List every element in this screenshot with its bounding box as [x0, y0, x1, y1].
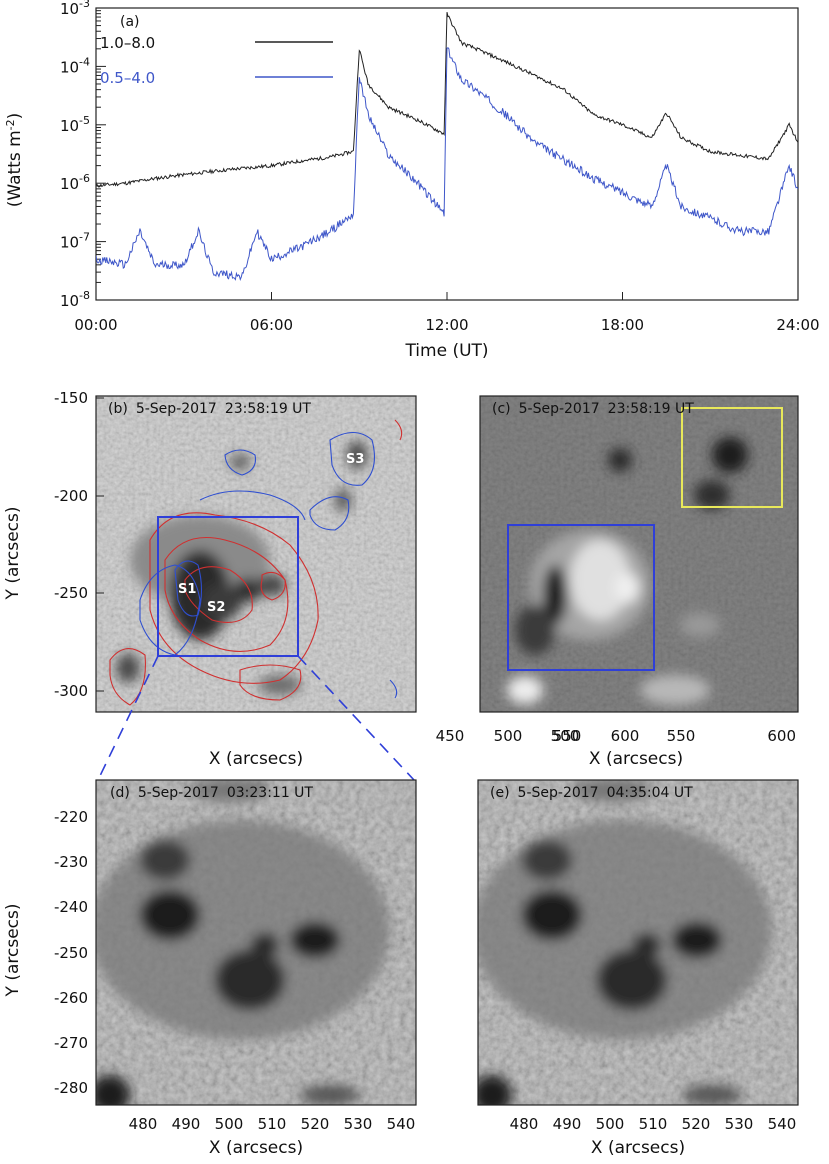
panel-e-xtick: 540 — [768, 1115, 797, 1133]
panel-c-blue-box — [507, 524, 655, 671]
panel-c-xtick: 500 — [551, 727, 580, 745]
spot-label-s2: S2 — [207, 600, 225, 615]
panel-d-image — [96, 780, 416, 1105]
panel-b-xlabel: X (arcsecs) — [209, 749, 303, 769]
panel-b-ytick: -250 — [54, 584, 88, 602]
panel-d-frame — [95, 779, 417, 1106]
panel-c-label: (c) 5-Sep-2017 23:58:19 UT — [492, 401, 694, 417]
panel-e-sunspots — [478, 780, 772, 1105]
panel-e-xtick: 530 — [725, 1115, 754, 1133]
panel-a-label: (a) — [120, 14, 140, 30]
panel-c-frame — [479, 395, 799, 713]
legend-label-0-5: 0.5–4.0 — [100, 69, 155, 87]
panel-b-tickmarks — [96, 397, 104, 692]
zoom-connector-right — [297, 655, 415, 781]
panel-d-xtick: 510 — [258, 1115, 287, 1133]
panel-b-yticks: -150 -200 -250 -300 — [54, 389, 88, 700]
series-line-1-8 — [96, 11, 798, 188]
panel-c-magnetogram-features — [507, 437, 748, 705]
panel-b-xticks: 450 500 550 600 — [436, 727, 640, 745]
panel-e-image — [478, 780, 798, 1105]
panel-c-xticks: 500 550 600 — [551, 727, 796, 745]
spot-label-s1: S1 — [178, 582, 196, 597]
panel-d-ytick: -220 — [54, 808, 88, 826]
panel-e-xlabel: X (arcsecs) — [591, 1138, 685, 1158]
panel-d-xticks: 480 490 500 510 520 530 540 — [129, 1115, 416, 1133]
panel-e-xtick: 510 — [639, 1115, 668, 1133]
panel-d-xtick: 540 — [387, 1115, 416, 1133]
panel-a-xtick: 00:00 — [74, 316, 117, 334]
panel-b-contours — [109, 419, 403, 706]
panel-d-ylabel: Y (arcsecs) — [3, 904, 23, 998]
panel-a-ylabel: (Watts m-2) — [4, 113, 25, 208]
panel-d-ytick: -270 — [54, 1034, 88, 1052]
panel-d-ytick: -260 — [54, 989, 88, 1007]
zoom-connector-left — [97, 655, 159, 781]
panel-a-xlabel: Time (UT) — [404, 341, 488, 361]
panel-a-xtick: 12:00 — [425, 316, 468, 334]
panel-e-xtick: 500 — [596, 1115, 625, 1133]
panel-d-ytick: -240 — [54, 898, 88, 916]
panel-a-ytick: 10-6 — [60, 172, 90, 193]
panel-b-image: S1 S2 S3 — [96, 396, 416, 712]
spot-label-s3: S3 — [346, 452, 364, 467]
panel-a-series — [96, 11, 798, 281]
panel-b-frame — [95, 395, 417, 713]
panel-a-ytick: 10-3 — [60, 0, 90, 18]
series-line-0-5 — [96, 47, 798, 281]
panel-d-ytick: -230 — [54, 853, 88, 871]
panel-d-xtick: 530 — [344, 1115, 373, 1133]
panel-d: (d) 5-Sep-2017 03:23:11 UT -220 -230 -240 … — [3, 779, 417, 1158]
panel-c-yellow-box — [681, 407, 783, 508]
panel-a-ytick: 10-7 — [60, 231, 90, 252]
panel-c-xtick: 600 — [767, 727, 796, 745]
panel-a-xtick: 18:00 — [601, 316, 644, 334]
panel-d-ytick: -250 — [54, 944, 88, 962]
panel-c-xlabel: X (arcsecs) — [589, 749, 683, 769]
panel-d-yticks: -220 -230 -240 -250 -260 -270 -280 — [54, 808, 88, 1097]
panel-d-label: (d) 5-Sep-2017 03:23:11 UT — [110, 785, 313, 801]
panel-e-xtick: 490 — [553, 1115, 582, 1133]
panel-c: (c) 5-Sep-2017 23:58:19 UT 500 550 600 X (… — [479, 395, 799, 769]
panel-d-xtick: 500 — [215, 1115, 244, 1133]
panel-b-xtick: 550 — [553, 727, 582, 745]
legend-label-1-8: 1.0–8.0 — [100, 34, 155, 52]
panel-d-xtick: 480 — [129, 1115, 158, 1133]
panel-a-axis-ticks: 00:00 06:00 12:00 18:00 24:00 10-3 10-4 10-5 10-… — [60, 0, 820, 334]
panel-b-ytick: -200 — [54, 487, 88, 505]
panel-e-xtick: 520 — [682, 1115, 711, 1133]
panel-b-label: (b) 5-Sep-2017 23:58:19 UT — [108, 401, 311, 417]
panel-a-ytick: 10-8 — [60, 289, 90, 310]
panel-e-frame — [477, 779, 799, 1106]
panel-b-xtick: 500 — [494, 727, 523, 745]
panel-d-sunspots — [96, 780, 390, 1105]
panel-b-ytick: -150 — [54, 389, 88, 407]
panel-d-xlabel: X (arcsecs) — [209, 1138, 303, 1158]
panel-e-label: (e) 5-Sep-2017 04:35:04 UT — [490, 785, 693, 801]
panel-b-xtick: 450 — [436, 727, 465, 745]
panel-b-zoom-box — [157, 516, 299, 657]
panel-b-ylabel: Y (arcsecs) — [3, 507, 23, 601]
panel-b-ytick: -300 — [54, 682, 88, 700]
panel-e-xticks: 480 490 500 510 520 530 540 — [510, 1115, 797, 1133]
panel-e-xtick: 480 — [510, 1115, 539, 1133]
panel-a-ytick: 10-4 — [60, 55, 90, 76]
panel-d-xtick: 490 — [172, 1115, 201, 1133]
panel-a-xtick: 24:00 — [776, 316, 819, 334]
panel-a: 00:00 06:00 12:00 18:00 24:00 10-3 10-4 10-5 10-… — [4, 0, 820, 361]
panel-d-xtick: 520 — [301, 1115, 330, 1133]
panel-b-xtick: 600 — [611, 727, 640, 745]
panel-e: (e) 5-Sep-2017 04:35:04 UT 480 490 500 510… — [477, 779, 799, 1158]
panel-a-xtick: 06:00 — [250, 316, 293, 334]
panel-c-xtick: 550 — [667, 727, 696, 745]
panel-d-ytick: -280 — [54, 1079, 88, 1097]
panel-b: S1 S2 S3 (b) 5-Sep-2017 23:58:19 UT 450 50… — [3, 389, 639, 769]
panel-a-ytick: 10-5 — [60, 114, 90, 135]
panel-c-image — [480, 396, 798, 712]
